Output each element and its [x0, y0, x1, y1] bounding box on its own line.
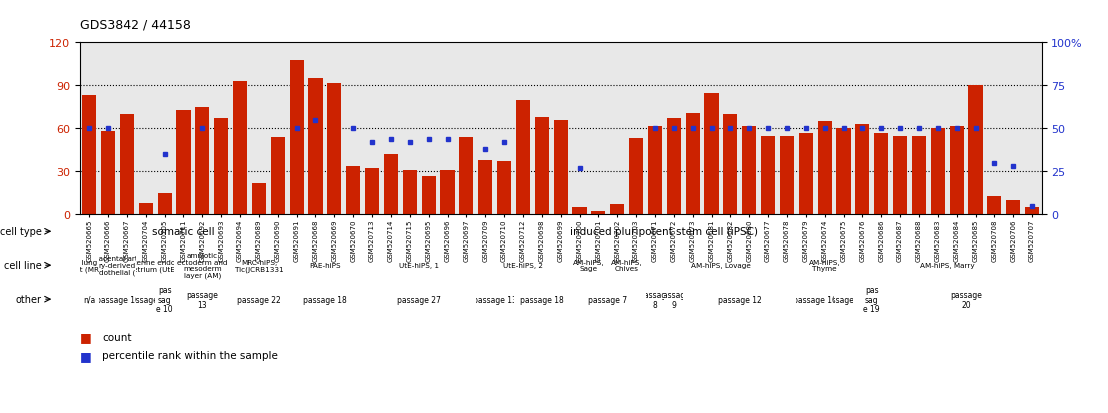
Text: AM-hiPS,
Sage: AM-hiPS, Sage — [573, 259, 605, 272]
Bar — [874, 133, 889, 215]
Bar — [629, 139, 643, 215]
Text: passage 22: passage 22 — [237, 295, 280, 304]
Bar — [554, 121, 567, 215]
Bar — [686, 113, 700, 215]
Bar — [120, 115, 134, 215]
Bar — [893, 136, 907, 215]
Bar — [365, 169, 379, 215]
Text: induced pluripotent stem cell (iPSC): induced pluripotent stem cell (iPSC) — [571, 227, 758, 237]
Text: count: count — [102, 332, 132, 342]
Bar — [667, 119, 680, 215]
Bar — [101, 132, 115, 215]
Text: ■: ■ — [80, 349, 92, 362]
Bar — [987, 196, 1002, 215]
Text: UtE-hiPS, 1: UtE-hiPS, 1 — [399, 263, 439, 268]
Bar — [761, 136, 776, 215]
Bar — [950, 126, 964, 215]
Text: passage 7: passage 7 — [588, 295, 627, 304]
Bar — [270, 138, 285, 215]
Bar — [497, 162, 511, 215]
Bar — [516, 100, 530, 215]
Text: passage 13: passage 13 — [473, 295, 516, 304]
Bar — [460, 138, 473, 215]
Bar — [252, 183, 266, 215]
Bar — [1025, 208, 1039, 215]
Text: GDS3842 / 44158: GDS3842 / 44158 — [80, 19, 191, 31]
Text: AM-hiPS, Marry: AM-hiPS, Marry — [920, 263, 975, 268]
Text: AM-hiPS,
Chives: AM-hiPS, Chives — [611, 259, 643, 272]
Bar — [157, 193, 172, 215]
Text: passage 15: passage 15 — [821, 295, 865, 304]
Text: somatic cell: somatic cell — [152, 227, 215, 237]
Bar — [724, 115, 738, 215]
Text: placental arte
ry-derived
endothelial (PA: placental arte ry-derived endothelial (P… — [91, 256, 145, 275]
Bar — [138, 203, 153, 215]
Text: pas
sag
e 19: pas sag e 19 — [863, 285, 880, 313]
Bar — [233, 82, 247, 215]
Text: AM-hiPS, Lovage: AM-hiPS, Lovage — [691, 263, 751, 268]
Text: passage 16: passage 16 — [793, 295, 838, 304]
Text: n/a: n/a — [83, 295, 95, 304]
Bar — [440, 171, 454, 215]
Bar — [346, 166, 360, 215]
Text: UtE-hiPS, 2: UtE-hiPS, 2 — [503, 263, 543, 268]
Bar — [383, 155, 398, 215]
Bar — [421, 176, 435, 215]
Bar — [818, 122, 832, 215]
Bar — [855, 125, 870, 215]
Bar — [82, 96, 96, 215]
Text: fetal lung fibro
blast (MRC-5): fetal lung fibro blast (MRC-5) — [63, 259, 115, 272]
Text: AM-hiPS,
Thyme: AM-hiPS, Thyme — [809, 259, 841, 272]
Bar — [176, 111, 191, 215]
Text: amniotic
ectoderm and
mesoderm
layer (AM): amniotic ectoderm and mesoderm layer (AM… — [177, 253, 227, 278]
Text: passage
9: passage 9 — [658, 290, 690, 309]
Text: PAE-hiPS: PAE-hiPS — [309, 263, 341, 268]
Bar — [535, 118, 548, 215]
Bar — [742, 126, 757, 215]
Bar — [479, 161, 492, 215]
Text: other: other — [16, 294, 41, 304]
Text: percentile rank within the sample: percentile rank within the sample — [102, 351, 278, 361]
Text: passage 27: passage 27 — [398, 295, 441, 304]
Bar — [968, 86, 983, 215]
Bar — [289, 60, 304, 215]
Bar — [402, 171, 417, 215]
Text: passage 8: passage 8 — [126, 295, 165, 304]
Bar — [308, 79, 322, 215]
Bar — [931, 129, 945, 215]
Text: passage
20: passage 20 — [951, 290, 982, 309]
Text: passage 18: passage 18 — [520, 295, 564, 304]
Text: passage 18: passage 18 — [304, 295, 347, 304]
Text: uterine endom
etrium (UtE): uterine endom etrium (UtE) — [129, 259, 182, 272]
Bar — [837, 129, 851, 215]
Bar — [573, 208, 586, 215]
Text: pas
sag
e 10: pas sag e 10 — [156, 285, 173, 313]
Bar — [195, 108, 209, 215]
Bar — [799, 133, 813, 215]
Bar — [1006, 200, 1020, 215]
Bar — [648, 126, 661, 215]
Text: passage 16: passage 16 — [95, 295, 140, 304]
Text: passage 12: passage 12 — [718, 295, 761, 304]
Bar — [705, 93, 719, 215]
Text: MRC-hiPS,
Tic(JCRB1331: MRC-hiPS, Tic(JCRB1331 — [235, 259, 284, 272]
Bar — [611, 205, 624, 215]
Bar — [912, 136, 926, 215]
Text: cell type: cell type — [0, 227, 41, 237]
Bar — [780, 136, 794, 215]
Bar — [327, 83, 341, 215]
Text: ■: ■ — [80, 330, 92, 344]
Text: cell line: cell line — [3, 261, 41, 271]
Text: passage
8: passage 8 — [639, 290, 670, 309]
Text: passage
13: passage 13 — [186, 290, 218, 309]
Bar — [214, 119, 228, 215]
Bar — [592, 212, 605, 215]
